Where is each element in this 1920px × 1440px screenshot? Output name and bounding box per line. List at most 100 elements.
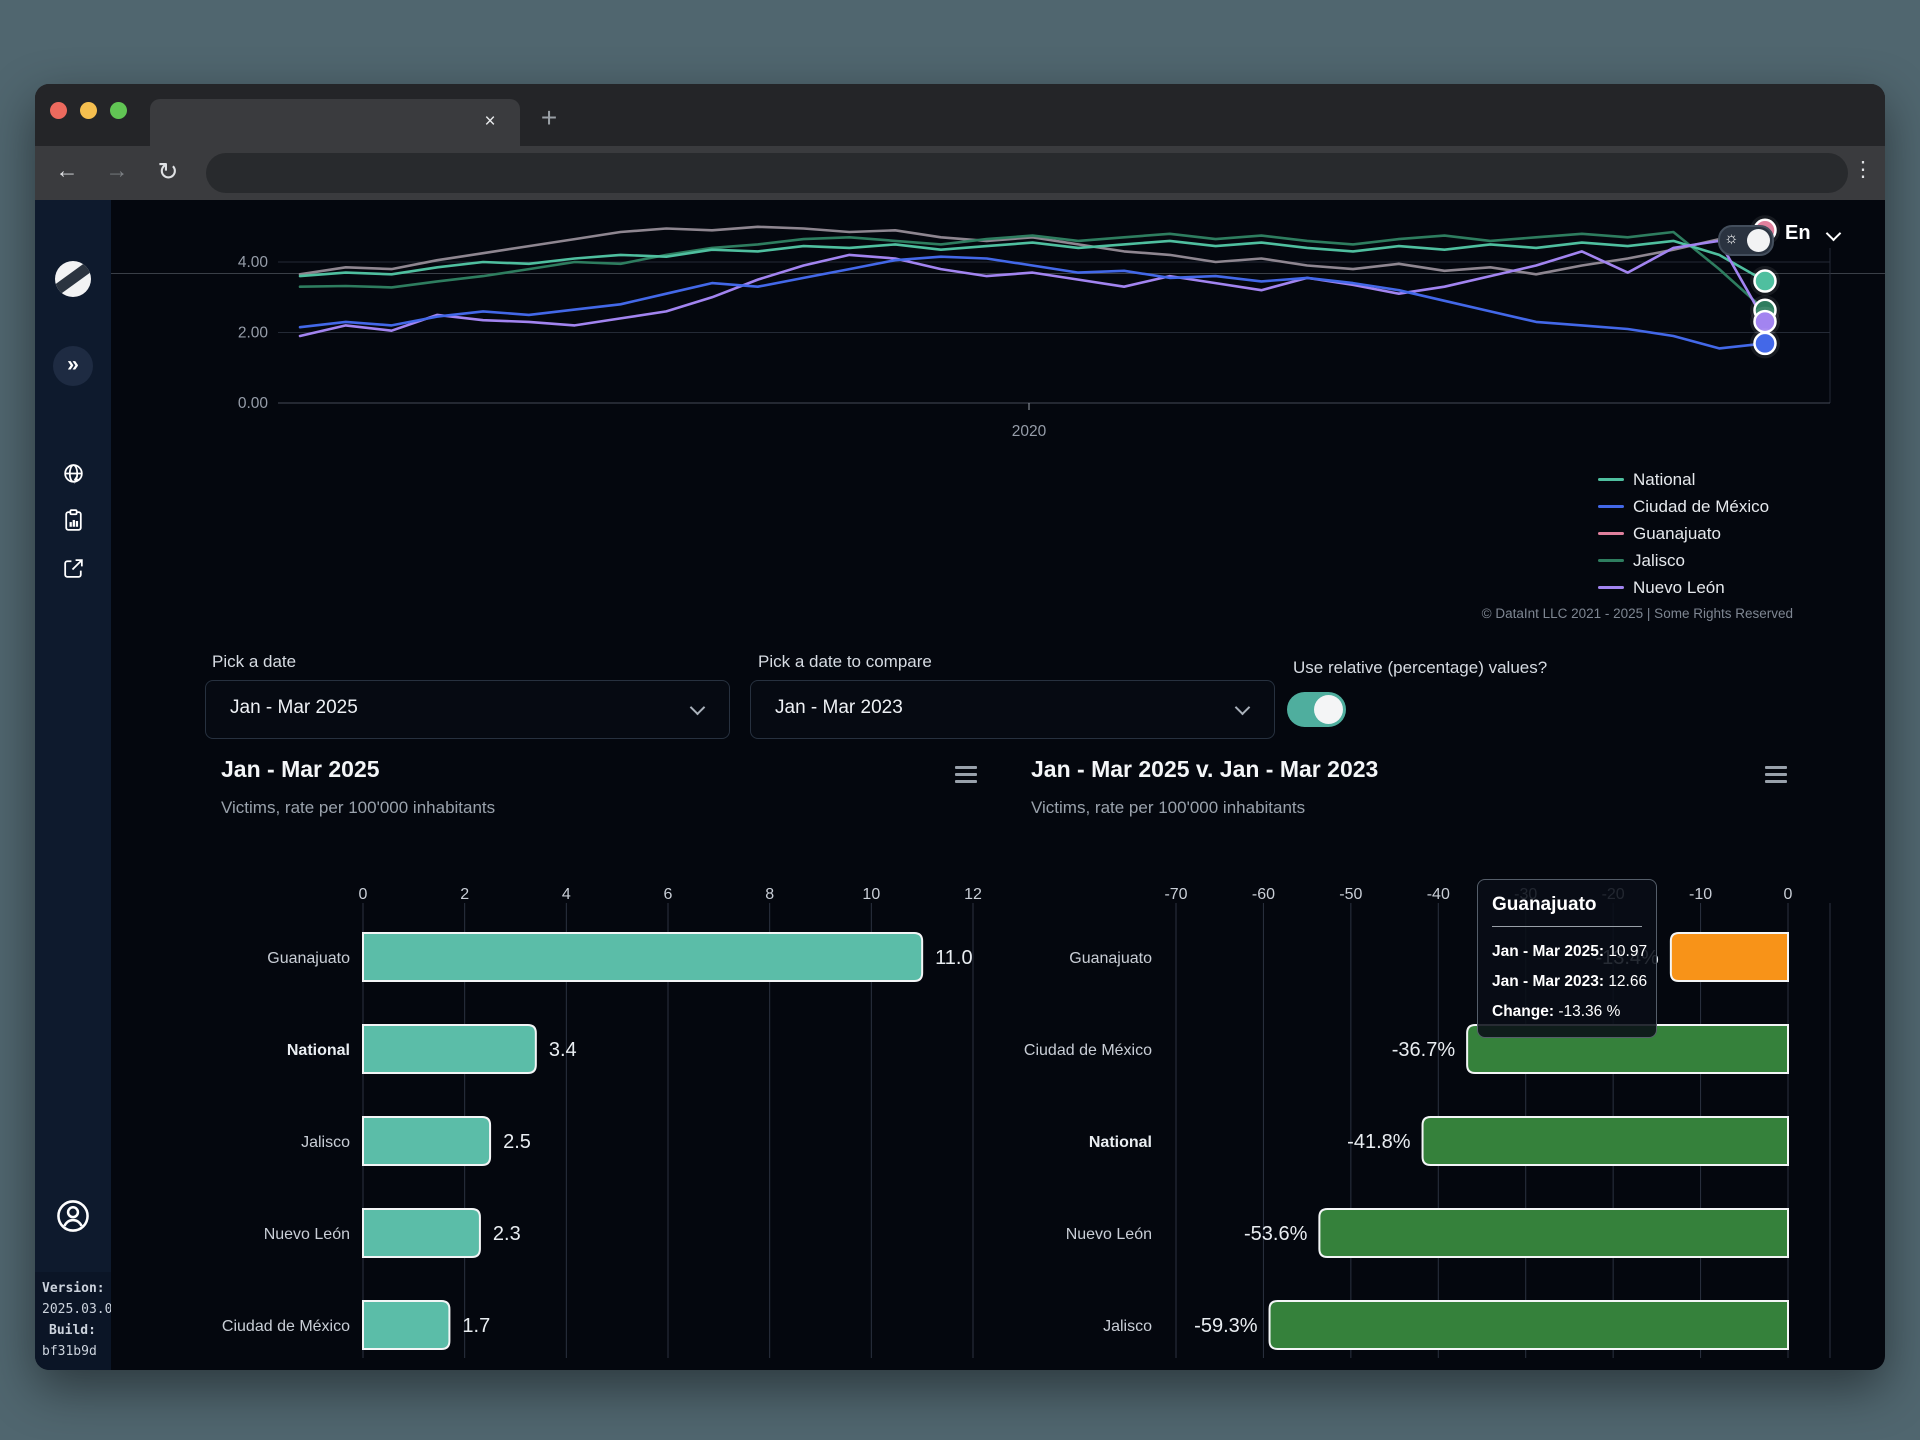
svg-text:Nuevo León: Nuevo León	[264, 1226, 350, 1243]
svg-text:2.3: 2.3	[493, 1223, 521, 1245]
left-panel-subtitle: Victims, rate per 100'000 inhabitants	[221, 798, 496, 817]
legend-swatch	[1598, 559, 1624, 562]
legend-label: National	[1633, 469, 1696, 489]
svg-text:-41.8%: -41.8%	[1347, 1131, 1411, 1153]
legend-label: Ciudad de México	[1633, 496, 1770, 516]
svg-text:Jalisco: Jalisco	[1103, 1318, 1152, 1335]
compare-select-value: Jan - Mar 2023	[775, 697, 903, 718]
svg-text:-53.6%: -53.6%	[1244, 1223, 1308, 1245]
svg-text:12: 12	[964, 886, 982, 903]
date-select[interactable]: Jan - Mar 2025	[205, 680, 730, 739]
compare-date-label: Pick a date to compare	[758, 652, 932, 671]
svg-text:Guanajuato: Guanajuato	[1069, 950, 1152, 967]
close-window-button[interactable]	[50, 102, 67, 119]
right-panel-subtitle: Victims, rate per 100'000 inhabitants	[1031, 798, 1306, 817]
svg-text:6: 6	[664, 886, 673, 903]
chevron-down-icon	[1234, 699, 1251, 716]
app-logo-icon[interactable]	[55, 261, 91, 297]
svg-text:0: 0	[1784, 886, 1793, 903]
report-clipboard-icon[interactable]	[61, 508, 86, 533]
forward-icon[interactable]: →	[105, 157, 129, 183]
svg-text:3.4: 3.4	[549, 1039, 577, 1061]
svg-text:-60: -60	[1252, 886, 1275, 903]
svg-text:2.00: 2.00	[238, 325, 269, 342]
chart-legend: National Ciudad de México Guanajuato Jal…	[1598, 466, 1769, 601]
build-label: Build:	[49, 1323, 96, 1338]
left-bar-chart[interactable]: 0 2 4 6 8 10 12 Guanajuato 11.0 National 3.4 Jali…	[140, 855, 1045, 1370]
chevron-down-icon	[689, 699, 706, 716]
user-account-icon[interactable]	[54, 1197, 92, 1235]
version-label: Version:	[42, 1281, 105, 1296]
svg-text:Jalisco: Jalisco	[301, 1134, 350, 1151]
legend-swatch	[1598, 532, 1624, 535]
legend-label: Jalisco	[1633, 550, 1685, 570]
tooltip-row: Change: -13.36 %	[1492, 1003, 1621, 1020]
svg-text:-36.7%: -36.7%	[1392, 1039, 1456, 1061]
svg-text:Nuevo León: Nuevo León	[1066, 1226, 1152, 1243]
legend-item[interactable]: Guanajuato	[1598, 520, 1769, 547]
legend-swatch	[1598, 505, 1624, 508]
svg-text:2: 2	[460, 886, 469, 903]
legend-swatch	[1598, 478, 1624, 481]
globe-network-icon[interactable]	[61, 462, 86, 487]
tooltip-row: Jan - Mar 2023: 12.66	[1492, 973, 1648, 990]
svg-text:Ciudad de México: Ciudad de México	[222, 1318, 350, 1335]
new-tab-button[interactable]: +	[540, 102, 558, 133]
tooltip-title: Guanajuato	[1492, 894, 1597, 915]
address-bar[interactable]	[206, 153, 1848, 193]
sun-icon: ☼	[1724, 230, 1739, 247]
zoom-window-button[interactable]	[110, 102, 127, 119]
svg-text:National: National	[287, 1042, 350, 1059]
tooltip-divider	[1492, 926, 1642, 927]
toggle-knob	[1314, 695, 1343, 724]
tooltip-row: Jan - Mar 2025: 10.97	[1492, 943, 1648, 960]
compare-date-select[interactable]: Jan - Mar 2023	[750, 680, 1275, 739]
chart-tooltip: Guanajuato Jan - Mar 2025: 10.97 Jan - M…	[1477, 879, 1657, 1038]
legend-item[interactable]: National	[1598, 466, 1769, 493]
date-select-value: Jan - Mar 2025	[230, 697, 358, 718]
line-chart[interactable]: 0.00 2.00 4.00 2020	[111, 200, 1885, 460]
left-panel-title: Jan - Mar 2025	[221, 756, 380, 782]
minimize-window-button[interactable]	[80, 102, 97, 119]
pick-date-label: Pick a date	[212, 652, 297, 671]
svg-text:8: 8	[765, 886, 774, 903]
legend-item[interactable]: Ciudad de México	[1598, 493, 1769, 520]
tab-close-icon[interactable]: ×	[484, 111, 496, 132]
svg-text:-59.3%: -59.3%	[1194, 1315, 1258, 1337]
copyright-note: © DataInt LLC 2021 - 2025 | Some Rights …	[1481, 606, 1793, 621]
version-info: Version: 2025.03.0 Build: bf31b9d	[35, 1272, 111, 1370]
build-value: bf31b9d	[42, 1344, 97, 1359]
browser-menu-icon[interactable]: ⋮	[1852, 158, 1874, 181]
svg-text:10: 10	[862, 886, 880, 903]
legend-item[interactable]: Nuevo León	[1598, 574, 1769, 601]
left-panel-menu-icon[interactable]	[951, 762, 981, 787]
reload-icon[interactable]: ↻	[157, 158, 179, 186]
language-selector[interactable]: En	[1785, 222, 1811, 244]
sidebar-expand-button[interactable]: »	[53, 346, 93, 386]
browser-tab-strip: × +	[35, 84, 1885, 146]
svg-text:-50: -50	[1339, 886, 1362, 903]
svg-text:2020: 2020	[1012, 423, 1047, 440]
right-panel-title: Jan - Mar 2025 v. Jan - Mar 2023	[1031, 756, 1379, 782]
theme-toggle[interactable]: ☼	[1718, 225, 1774, 256]
svg-text:0.00: 0.00	[238, 395, 269, 412]
version-value: 2025.03.0	[42, 1302, 111, 1317]
legend-item[interactable]: Jalisco	[1598, 547, 1769, 574]
svg-text:4.00: 4.00	[238, 254, 269, 271]
legend-label: Guanajuato	[1633, 523, 1721, 543]
back-icon[interactable]: ←	[55, 157, 79, 183]
right-panel-menu-icon[interactable]	[1761, 762, 1791, 787]
browser-tab[interactable]: ×	[150, 99, 520, 146]
relative-values-toggle[interactable]	[1287, 692, 1346, 727]
window-controls	[50, 102, 127, 119]
browser-window: × + ← → ↻ ⋮ »	[35, 84, 1885, 1370]
svg-text:1.7: 1.7	[462, 1315, 490, 1337]
svg-text:National: National	[1089, 1134, 1152, 1151]
svg-text:-10: -10	[1689, 886, 1712, 903]
svg-text:-40: -40	[1427, 886, 1450, 903]
legend-swatch	[1598, 586, 1624, 589]
svg-text:2.5: 2.5	[503, 1131, 531, 1153]
theme-toggle-knob	[1747, 229, 1770, 252]
external-link-icon[interactable]	[61, 556, 86, 581]
